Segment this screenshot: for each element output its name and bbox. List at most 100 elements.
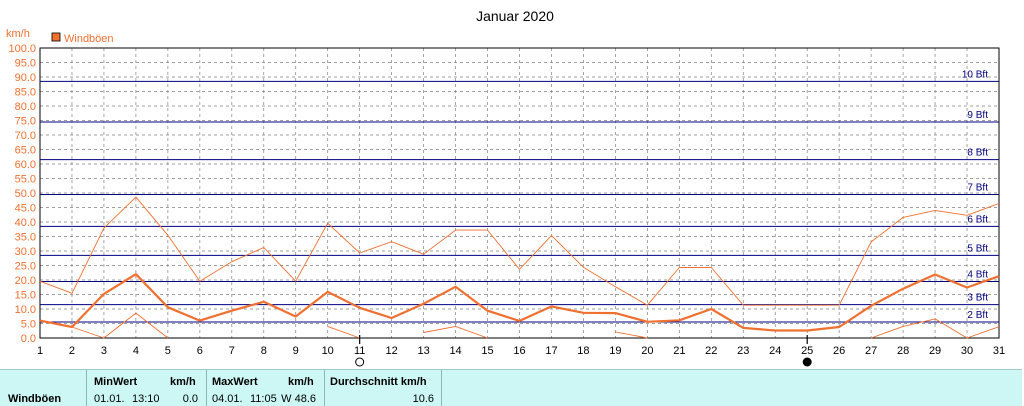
series-line-min <box>327 325 360 339</box>
x-tick-label: 3 <box>101 345 107 357</box>
summary-max-cell: MaxWert km/h 04.01. 11:05 W 48.6 <box>212 370 322 406</box>
beaufort-label: 8 Bft <box>967 148 988 159</box>
y-tick-label: 60.0 <box>15 159 36 171</box>
y-axis-ticks: 0.0 5.0 10.0 15.0 20.0 25.0 30.0 35.0 40.0 45.0 50… <box>8 43 36 345</box>
x-tick-label: 29 <box>929 345 941 357</box>
beaufort-label: 5 Bft <box>967 243 988 254</box>
y-tick-label: 30.0 <box>15 246 36 258</box>
summary-max-unit: km/h <box>288 376 314 388</box>
moon-phase-icon <box>355 357 365 367</box>
wind-gust-chart: Januar 2020 km/h Windböen 2 Bft 3 Bft 4 Bf… <box>6 8 1005 367</box>
series-line-avg <box>39 273 1000 332</box>
legend-swatch <box>51 32 61 42</box>
x-tick-label: 12 <box>386 345 398 357</box>
y-tick-label: 75.0 <box>15 116 36 128</box>
summary-max-time: 11:05 <box>250 393 277 405</box>
summary-avg-value: 10.6 <box>412 393 434 405</box>
legend-label: Windböen <box>64 33 114 45</box>
y-tick-label: 55.0 <box>15 174 36 186</box>
y-tick-label: 25.0 <box>15 261 36 273</box>
y-tick-label: 5.0 <box>21 319 36 331</box>
series-line-max <box>39 196 1000 306</box>
summary-max-date: 04.01. <box>212 393 243 405</box>
summary-avg-header: Durchschnitt km/h <box>330 376 427 388</box>
y-tick-label: 35.0 <box>15 232 36 244</box>
x-tick-label: 22 <box>705 345 717 357</box>
x-tick-label: 9 <box>293 345 299 357</box>
y-tick-label: 100.0 <box>8 43 36 55</box>
x-tick-label: 11 <box>354 345 365 357</box>
y-tick-label: 50.0 <box>15 188 36 200</box>
y-tick-label: 85.0 <box>15 87 36 99</box>
x-tick-label: 19 <box>609 345 621 357</box>
series-line-min <box>423 325 488 339</box>
y-axis-unit-label: km/h <box>6 28 30 40</box>
summary-divider <box>206 370 207 406</box>
x-tick-label: 24 <box>769 345 781 357</box>
summary-min-unit: km/h <box>170 376 196 388</box>
beaufort-label: 3 Bft <box>967 293 988 304</box>
moon-phases <box>355 335 812 367</box>
y-tick-label: 40.0 <box>15 217 36 229</box>
summary-row-label: Windböen <box>8 393 62 405</box>
x-tick-label: 17 <box>545 345 557 357</box>
summary-divider <box>324 370 325 406</box>
plot-frame <box>39 47 1000 339</box>
y-tick-label: 70.0 <box>15 130 36 142</box>
beaufort-label: 9 Bft <box>967 110 988 121</box>
x-tick-label: 30 <box>961 345 973 357</box>
y-tick-label: 80.0 <box>15 101 36 113</box>
summary-avg-cell: Durchschnitt km/h 10.6 <box>330 370 440 406</box>
beaufort-label: 6 Bft <box>967 214 988 225</box>
y-tick-label: 20.0 <box>15 275 36 287</box>
summary-divider <box>86 370 87 406</box>
x-tick-label: 8 <box>261 345 267 357</box>
x-tick-label: 4 <box>133 345 139 357</box>
series <box>39 196 1000 339</box>
chart-title: Januar 2020 <box>476 8 554 24</box>
beaufort-label: 10 Bft <box>962 69 988 80</box>
y-tick-label: 95.0 <box>15 58 36 70</box>
x-axis-ticks: 1 2 3 4 5 6 7 8 9 10 11 12 13 14 15 16 17 18 19 20 21 22 23 24 2… <box>37 345 1005 357</box>
y-tick-label: 15.0 <box>15 290 36 302</box>
x-tick-label: 28 <box>897 345 909 357</box>
x-tick-label: 18 <box>577 345 589 357</box>
summary-divider <box>441 370 442 406</box>
x-tick-label: 5 <box>165 345 171 357</box>
series-line-min <box>870 318 1000 339</box>
x-tick-label: 1 <box>37 345 43 357</box>
x-tick-label: 10 <box>322 345 334 357</box>
y-tick-label: 45.0 <box>15 203 36 215</box>
x-tick-label: 13 <box>417 345 429 357</box>
summary-row-label-cell: Windböen <box>8 370 88 406</box>
summary-max-value: W 48.6 <box>281 393 316 405</box>
summary-min-header: MinWert <box>94 376 138 388</box>
summary-max-header: MaxWert <box>212 376 258 388</box>
x-tick-label: 26 <box>833 345 845 357</box>
x-tick-label: 15 <box>481 345 493 357</box>
beaufort-label: 4 Bft <box>967 269 988 280</box>
summary-min-cell: MinWert km/h 01.01. 13:10 0.0 <box>94 370 206 406</box>
x-tick-label: 20 <box>641 345 653 357</box>
beaufort-label: 2 Bft <box>967 310 988 321</box>
x-tick-label: 27 <box>865 345 877 357</box>
x-tick-label: 7 <box>229 345 235 357</box>
x-tick-label: 31 <box>993 345 1005 357</box>
x-tick-label: 23 <box>737 345 749 357</box>
y-tick-label: 10.0 <box>15 304 36 316</box>
summary-min-date: 01.01. <box>94 393 125 405</box>
grid <box>39 47 1000 339</box>
y-tick-label: 65.0 <box>15 145 36 157</box>
y-tick-label: 90.0 <box>15 72 36 84</box>
y-tick-label: 0.0 <box>21 333 36 345</box>
beaufort-lines: 2 Bft 3 Bft 4 Bft 5 Bft 6 Bft 7 Bft 8 Bft 9 Bft… <box>40 69 999 323</box>
x-tick-label: 6 <box>197 345 203 357</box>
summary-min-time: 13:10 <box>132 393 160 405</box>
beaufort-label: 7 Bft <box>967 182 988 193</box>
series-line-min <box>615 331 648 339</box>
summary-min-value: 0.0 <box>182 393 198 405</box>
x-tick-label: 16 <box>513 345 525 357</box>
summary-table: Windböen MinWert km/h 01.01. 13:10 0.0 M… <box>0 369 1022 406</box>
x-tick-label: 2 <box>69 345 75 357</box>
x-tick-label: 21 <box>673 345 685 357</box>
